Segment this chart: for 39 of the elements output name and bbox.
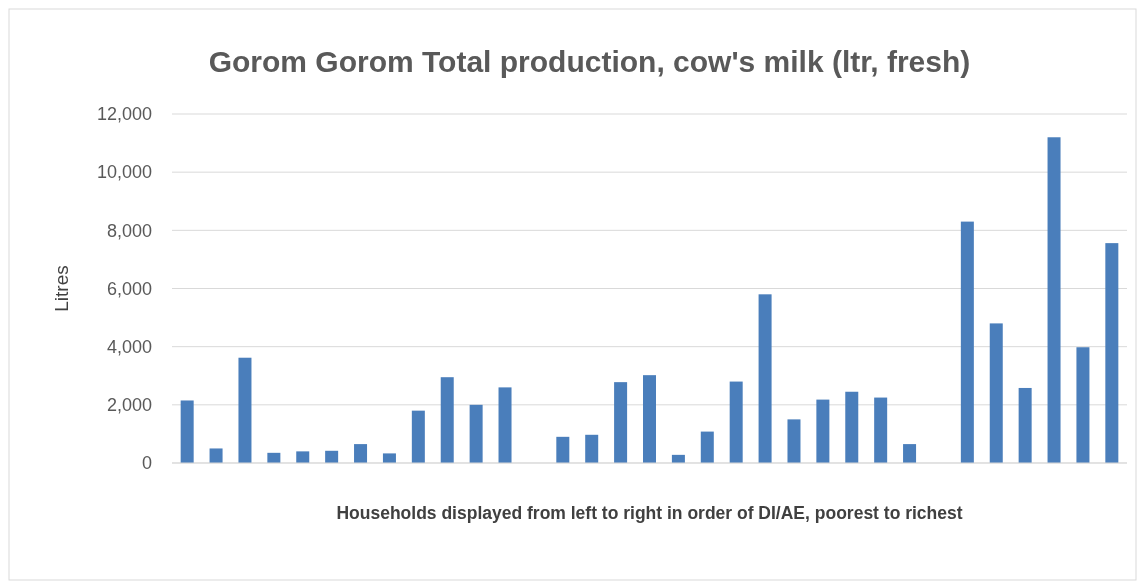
y-tick-label: 8,000 — [106, 220, 152, 241]
bar — [874, 397, 888, 463]
bar — [614, 382, 628, 463]
bar — [758, 294, 772, 463]
chart-title: Gorom Gorom Total production, cow's milk (ltr, fresh) — [208, 45, 971, 78]
bar — [440, 377, 454, 463]
bar — [296, 451, 310, 463]
bar — [1047, 137, 1061, 463]
bar — [1105, 243, 1119, 463]
bar — [960, 221, 974, 463]
y-tick-label: 0 — [141, 453, 152, 474]
bar — [238, 357, 252, 463]
y-tick-label: 4,000 — [106, 336, 152, 357]
bar — [585, 434, 599, 463]
bar — [989, 323, 1003, 463]
bar — [729, 381, 743, 463]
y-tick-label: 12,000 — [96, 104, 152, 125]
bar — [787, 419, 801, 463]
bar — [325, 450, 339, 463]
bar — [180, 400, 194, 463]
bar — [816, 399, 830, 463]
bar — [1076, 347, 1090, 463]
bar — [643, 375, 656, 463]
bar — [556, 436, 570, 463]
bar — [845, 391, 859, 463]
x-axis-title: Households displayed from left to right in order of DI/AE, poorest to richest — [336, 503, 963, 523]
bar — [469, 404, 483, 463]
bar — [700, 431, 714, 463]
bar — [209, 448, 223, 463]
bar — [382, 453, 396, 463]
bar — [411, 410, 425, 463]
y-axis-title: Litres — [51, 265, 72, 312]
y-tick-label: 10,000 — [96, 162, 152, 183]
y-tick-label: 6,000 — [106, 278, 152, 299]
bar — [354, 444, 368, 463]
bar — [1018, 387, 1032, 463]
bar — [498, 387, 512, 463]
bar — [903, 444, 917, 463]
y-tick-label: 2,000 — [106, 395, 152, 416]
